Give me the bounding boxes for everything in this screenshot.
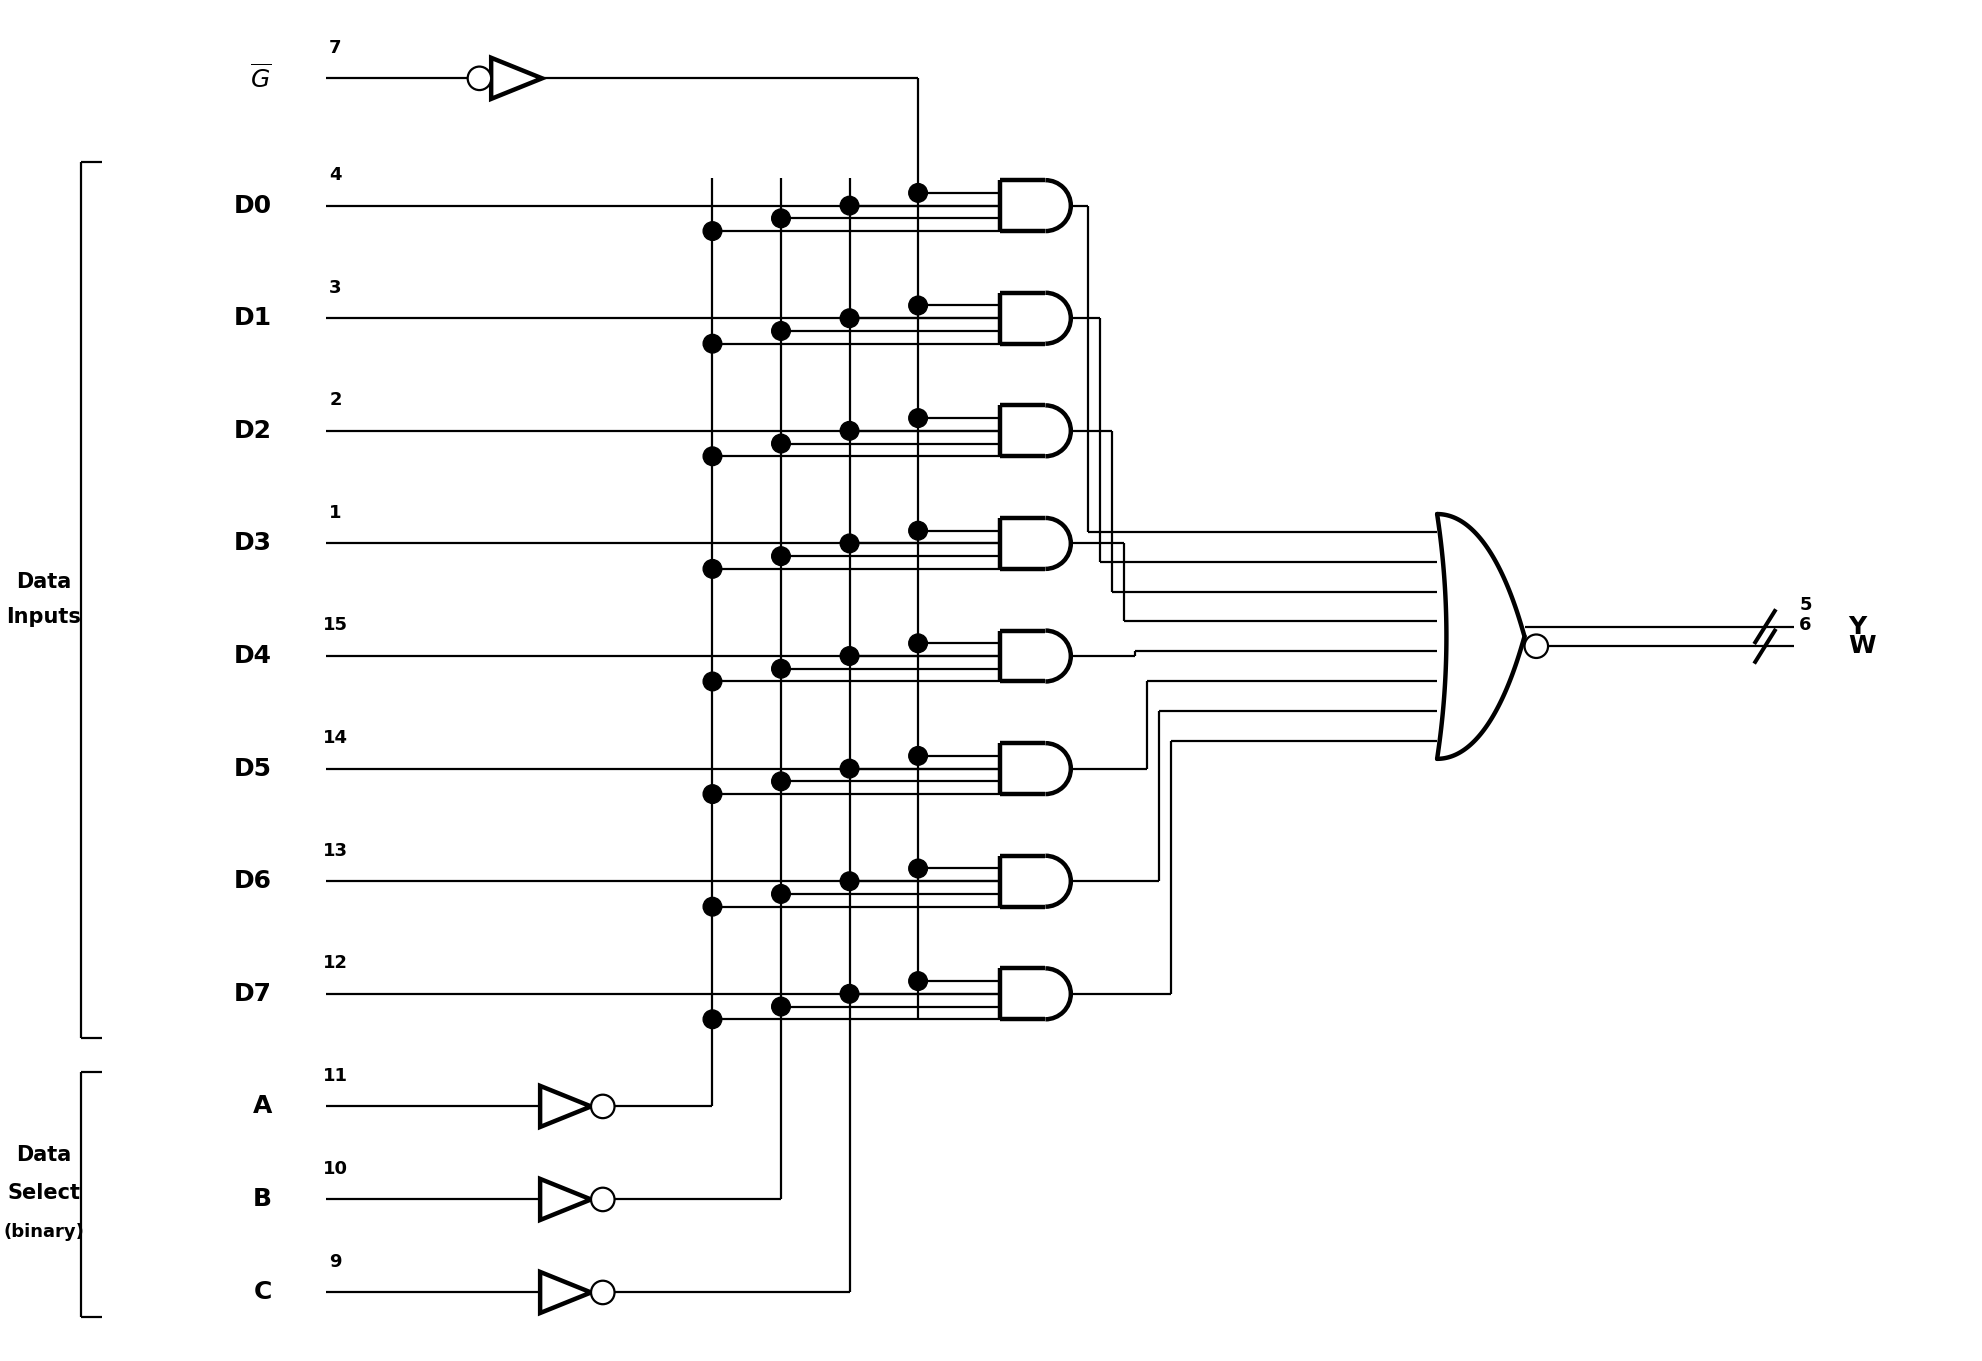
Circle shape <box>468 67 492 90</box>
Text: D6: D6 <box>234 870 272 893</box>
Text: $\overline{G}$: $\overline{G}$ <box>250 64 272 93</box>
Text: Data: Data <box>16 1146 71 1165</box>
Text: 10: 10 <box>323 1160 349 1177</box>
Text: Y: Y <box>1849 615 1867 638</box>
Circle shape <box>771 547 791 565</box>
Circle shape <box>771 321 791 340</box>
Text: B: B <box>254 1187 272 1211</box>
Text: W: W <box>1849 634 1875 659</box>
Text: 15: 15 <box>323 617 349 634</box>
Circle shape <box>704 222 721 241</box>
Circle shape <box>591 1188 614 1211</box>
Circle shape <box>704 559 721 578</box>
Circle shape <box>704 1010 721 1029</box>
Circle shape <box>840 534 858 553</box>
Text: Select: Select <box>8 1183 79 1203</box>
Text: D7: D7 <box>234 981 272 1006</box>
Text: 11: 11 <box>323 1067 349 1085</box>
Text: 13: 13 <box>323 841 349 860</box>
Circle shape <box>910 297 928 314</box>
Circle shape <box>910 972 928 991</box>
Circle shape <box>704 335 721 352</box>
Circle shape <box>910 521 928 540</box>
Circle shape <box>840 309 858 328</box>
Circle shape <box>704 785 721 803</box>
Circle shape <box>771 998 791 1015</box>
Text: 5: 5 <box>1800 596 1812 614</box>
Text: 12: 12 <box>323 954 349 972</box>
Circle shape <box>840 196 858 215</box>
Text: D0: D0 <box>234 193 272 218</box>
Circle shape <box>840 872 858 890</box>
Circle shape <box>771 885 791 904</box>
Text: 3: 3 <box>329 279 341 297</box>
Circle shape <box>910 634 928 652</box>
Text: (binary): (binary) <box>4 1222 83 1241</box>
Circle shape <box>591 1094 614 1119</box>
Circle shape <box>704 897 721 916</box>
Circle shape <box>591 1281 614 1304</box>
Circle shape <box>1524 634 1548 657</box>
Text: C: C <box>254 1281 272 1304</box>
Text: 6: 6 <box>1800 615 1812 634</box>
Circle shape <box>910 408 928 427</box>
Circle shape <box>840 984 858 1003</box>
Text: Data: Data <box>16 572 71 592</box>
Text: D5: D5 <box>234 757 272 781</box>
Text: A: A <box>252 1094 272 1119</box>
Text: 1: 1 <box>329 504 341 521</box>
Circle shape <box>840 759 858 778</box>
Circle shape <box>910 747 928 765</box>
Circle shape <box>840 422 858 440</box>
Circle shape <box>910 859 928 878</box>
Circle shape <box>704 446 721 465</box>
Circle shape <box>910 184 928 203</box>
Text: 7: 7 <box>329 39 341 57</box>
Circle shape <box>771 434 791 453</box>
Text: 4: 4 <box>329 166 341 184</box>
Text: D4: D4 <box>234 644 272 668</box>
Text: D2: D2 <box>234 419 272 442</box>
Text: D1: D1 <box>234 306 272 331</box>
Circle shape <box>771 772 791 791</box>
Text: 14: 14 <box>323 729 349 747</box>
Circle shape <box>704 672 721 691</box>
Text: 2: 2 <box>329 391 341 410</box>
Circle shape <box>771 210 791 227</box>
Text: D3: D3 <box>234 531 272 555</box>
Circle shape <box>771 660 791 678</box>
Circle shape <box>840 646 858 666</box>
Text: 9: 9 <box>329 1253 341 1271</box>
Text: Inputs: Inputs <box>6 607 81 627</box>
